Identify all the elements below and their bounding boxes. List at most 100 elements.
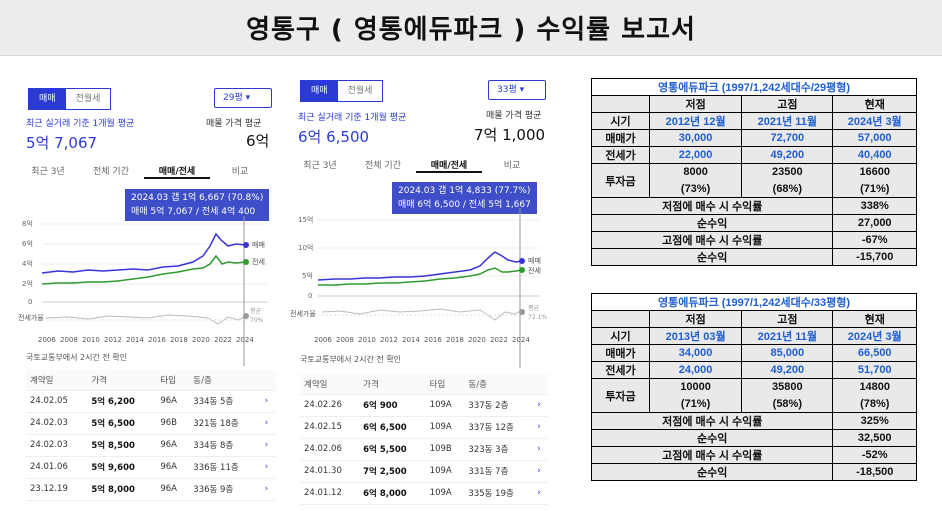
report-title: 영통구 ( 영통에듀파크 ) 수익률 보고서	[246, 15, 696, 45]
table1-sale-low: 30,000	[648, 129, 743, 147]
row-date: 23.12.19	[26, 478, 88, 501]
row-date: 24.02.06	[300, 438, 360, 461]
chevron-right-icon[interactable]: ›	[260, 434, 276, 457]
table2-inv-now: 14800	[832, 378, 917, 396]
left-tab-compare[interactable]: 비교	[231, 167, 249, 177]
right-avg-caption: 최근 실거래 기준 1개월 평균	[298, 113, 407, 123]
right-legend-sale: 매매	[528, 257, 541, 265]
right-ytick: 5억	[302, 272, 313, 280]
row-type: 96A	[156, 456, 190, 479]
left-tab-sale[interactable]: 매매	[29, 89, 66, 109]
right-listing-panel: 매매 전월세 33평 ▾ 최근 실거래 기준 1개월 평균 6억 6,500 매…	[290, 68, 556, 508]
left-y-axis: 8억 6억 4억 2억 0	[22, 220, 33, 306]
row-price: 5억 6,500	[87, 412, 157, 435]
row-type: 109A	[425, 394, 465, 417]
table1-rent-now: 40,400	[832, 146, 917, 164]
right-size-select[interactable]: 33평 ▾	[488, 80, 546, 100]
left-ratio-pct: 70%	[250, 317, 264, 324]
table1-period-low: 2012년 12월	[648, 112, 743, 130]
row-date: 24.02.05	[26, 390, 88, 413]
table-row[interactable]: 24.01.12 6억 8,000 109A 335동 19층 ›	[300, 482, 548, 505]
left-ratio-tag: 평균	[250, 307, 262, 315]
table-row[interactable]: 23.12.19 5억 8,000 96A 336동 9층 ›	[26, 478, 276, 501]
table1-high-buy-value: -67%	[832, 231, 917, 249]
right-rent-line	[318, 267, 523, 286]
left-tab-3y[interactable]: 최근 3년	[31, 167, 65, 177]
right-tab-sale[interactable]: 매매	[301, 81, 338, 101]
right-avg-value: 6억 6,500	[298, 128, 370, 146]
table2-rent-high: 49,200	[741, 361, 834, 379]
right-chart-tooltip: 2024.03 갭 1억 4,833 (77.7%) 매매 6억 6,500 /…	[392, 182, 537, 214]
left-gridlines	[42, 223, 268, 303]
left-rent-marker	[243, 259, 249, 265]
table-row[interactable]: 24.02.03 5억 8,500 96A 334동 8층 ›	[26, 434, 276, 457]
right-xtick: 2014	[402, 336, 420, 344]
row-date: 24.02.26	[300, 394, 360, 417]
left-tab-all[interactable]: 전체 기간	[93, 167, 129, 177]
left-xtick: 2024	[236, 336, 254, 344]
row-date: 24.01.06	[26, 456, 88, 479]
table1-inv-low: 8000	[648, 163, 743, 181]
table1-sale-now: 57,000	[832, 129, 917, 147]
table-row[interactable]: 24.02.06 6억 5,500 109B 323동 3층 ›	[300, 438, 548, 461]
left-ask-caption: 매물 가격 평균	[206, 119, 262, 129]
left-ytick: 2억	[22, 280, 33, 288]
chevron-right-icon[interactable]: ›	[260, 478, 276, 501]
table-row[interactable]: 24.02.03 5억 6,500 96B 321동 18층 ›	[26, 412, 276, 435]
table-row[interactable]: 24.02.26 6억 900 109A 337동 2층 ›	[300, 394, 548, 417]
right-source-note: 국토교통부에서 2시간 전 확인	[300, 355, 402, 364]
chevron-right-icon[interactable]: ›	[260, 390, 276, 413]
left-tab-rent[interactable]: 전월세	[65, 89, 111, 109]
row-price: 6억 8,000	[359, 482, 426, 505]
row-price: 7억 2,500	[359, 460, 426, 483]
table1-corner	[591, 95, 650, 113]
table2-rent-label: 전세가	[591, 361, 650, 379]
table1-title: 영통에듀파크 (1997/1,242세대수/29평형)	[591, 78, 917, 96]
left-transactions-table: 계약일 가격 타입 동/층 24.02.05 5억 6,200 96A 334동 5층…	[26, 370, 276, 501]
right-tab-sale-rent[interactable]: 매매/전세	[416, 158, 482, 173]
table-row[interactable]: 24.02.15 6억 6,500 109A 337동 12층 ›	[300, 416, 548, 439]
col-arrow	[260, 370, 276, 391]
table2-period-label: 시기	[591, 327, 650, 345]
table2-col-now: 현재	[832, 310, 917, 328]
col-date: 계약일	[26, 370, 88, 391]
right-ratio-line	[321, 308, 523, 321]
table2-low-buy-value: 325%	[832, 412, 917, 430]
right-tab-compare[interactable]: 비교	[503, 161, 521, 171]
table-row[interactable]: 24.01.30 7억 2,500 109A 331동 7층 ›	[300, 460, 548, 483]
chevron-right-icon[interactable]: ›	[533, 394, 548, 417]
row-price: 6억 900	[359, 394, 426, 417]
row-unit: 321동 18층	[189, 412, 261, 435]
col-unit: 동/층	[189, 370, 261, 391]
left-price-chart: 8억 6억 4억 2억 0 매매 전세 전세가율 평균 70% 2006 200…	[18, 216, 268, 366]
right-sale-line	[317, 251, 523, 281]
left-x-axis: 2006 2008 2010 2012 2014 2016 2018 2020 …	[38, 336, 254, 344]
table1-inv-pct-now: (71%)	[832, 180, 917, 198]
right-tab-rent[interactable]: 전월세	[337, 81, 383, 101]
chevron-right-icon[interactable]: ›	[533, 482, 548, 505]
chevron-right-icon[interactable]: ›	[533, 460, 548, 483]
right-deal-tabs: 매매 전월세	[300, 80, 384, 102]
table2-high-buy-label: 고점에 매수 시 수익률	[590, 446, 834, 464]
left-listing-panel: 매매 전월세 29평 ▾ 최근 실거래 기준 1개월 평균 5억 7,067 매…	[18, 68, 282, 508]
col-unit: 동/층	[464, 374, 534, 395]
right-y-axis: 15억 10억 5억 0	[298, 216, 313, 300]
col-arrow	[533, 374, 548, 395]
left-avg-value: 5억 7,067	[26, 134, 98, 152]
chevron-right-icon[interactable]: ›	[260, 456, 276, 479]
table2-net2-value: -18,500	[832, 463, 917, 481]
left-avg-caption: 최근 실거래 기준 1개월 평균	[26, 119, 135, 129]
chevron-right-icon[interactable]: ›	[533, 416, 548, 439]
table-row[interactable]: 24.02.05 5억 6,200 96A 334동 5층 ›	[26, 390, 276, 413]
table2-period-now: 2024년 3월	[832, 327, 917, 345]
right-tab-all[interactable]: 전체 기간	[365, 161, 401, 171]
left-ytick: 6억	[22, 240, 33, 248]
left-tab-sale-rent[interactable]: 매매/전세	[144, 164, 210, 179]
table-row[interactable]: 24.01.06 5억 9,600 96A 336동 11층 ›	[26, 456, 276, 479]
table1-period-now: 2024년 3월	[832, 112, 917, 130]
left-size-select[interactable]: 29평 ▾	[214, 88, 272, 108]
chevron-right-icon[interactable]: ›	[533, 438, 548, 461]
right-tab-3y[interactable]: 최근 3년	[303, 161, 337, 171]
chevron-right-icon[interactable]: ›	[260, 412, 276, 435]
row-price: 5억 8,500	[87, 434, 157, 457]
